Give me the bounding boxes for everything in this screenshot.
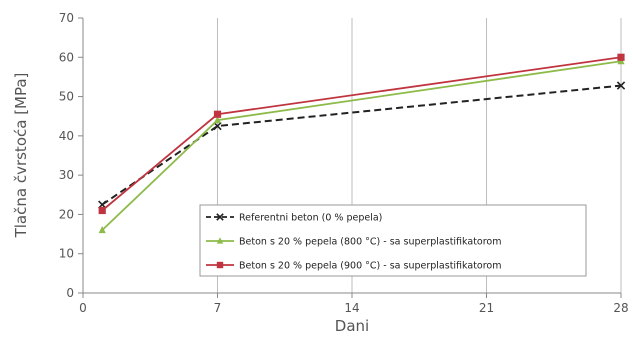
- data-point: [98, 225, 106, 234]
- tick-labels: 0 10 20 30 40 50 60 70 0 7 14 21 28: [59, 11, 629, 315]
- legend: Referentni beton (0 % pepela) Beton s 20 …: [199, 204, 587, 277]
- legend-label: Referentni beton (0 % pepela): [239, 213, 382, 224]
- series: [98, 53, 626, 234]
- legend-entry-2: Beton s 20 % pepela (800 °C) - sa superp…: [206, 237, 502, 248]
- legend-entry-3: Beton s 20 % pepela (900 °C) - sa superp…: [206, 261, 502, 272]
- x-tick-label: 14: [344, 301, 359, 315]
- y-tick-label: 30: [59, 168, 74, 182]
- y-tick-label: 20: [59, 207, 74, 221]
- y-tick-label: 0: [66, 286, 74, 300]
- x-tick-label: 0: [79, 301, 87, 315]
- data-point: [617, 53, 625, 61]
- data-point: [98, 206, 106, 215]
- y-tick-label: 60: [59, 50, 74, 64]
- data-point: [616, 81, 626, 90]
- y-axis-label: Tlačna čvrstoća [MPa]: [12, 73, 30, 239]
- data-point: [213, 110, 222, 118]
- legend-marker: [216, 213, 224, 221]
- legend-label: Beton s 20 % pepela (900 °C) - sa superp…: [239, 261, 502, 272]
- y-tick-label: 10: [59, 247, 74, 261]
- data-point: [213, 115, 222, 124]
- series-line: [101, 56, 622, 212]
- x-tick-label: 21: [479, 301, 494, 315]
- y-tick-label: 40: [59, 129, 74, 143]
- legend-label: Beton s 20 % pepela (800 °C) - sa superp…: [239, 237, 502, 248]
- x-tick-label: 28: [613, 301, 628, 315]
- legend-entry-1: Referentni beton (0 % pepela): [206, 213, 382, 224]
- series-3: [98, 53, 625, 215]
- y-tick-label: 70: [59, 11, 74, 25]
- axes: [78, 17, 622, 298]
- series-1: [98, 81, 626, 209]
- legend-box: [199, 204, 587, 277]
- legend-marker: [216, 237, 224, 244]
- y-tick-label: 50: [59, 90, 74, 104]
- x-axis-label: Dani: [335, 317, 369, 335]
- legend-marker: [216, 261, 224, 269]
- x-tick-label: 7: [214, 301, 222, 315]
